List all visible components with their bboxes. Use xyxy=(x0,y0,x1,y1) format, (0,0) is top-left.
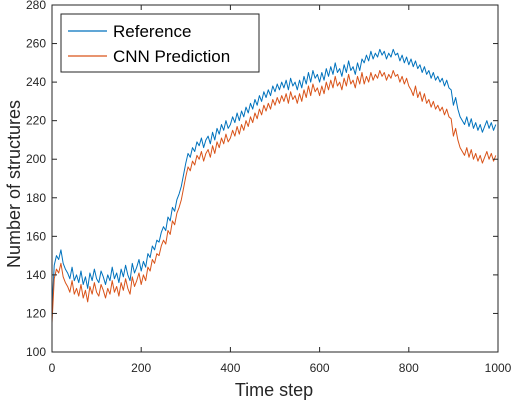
x-tick-label: 800 xyxy=(399,361,419,375)
y-axis-title: Number of structures xyxy=(4,100,24,268)
x-tick-label: 600 xyxy=(310,361,330,375)
series-line-reference xyxy=(51,48,497,310)
y-tick-label: 260 xyxy=(26,37,46,51)
series-line-cnn-prediction xyxy=(51,70,497,324)
y-tick-label: 140 xyxy=(26,268,46,282)
x-tick-label: 0 xyxy=(49,361,56,375)
y-tick-label: 220 xyxy=(26,114,46,128)
axes: 0 200 400 600 800 1000 100 120 140 160 180 200 220 24… xyxy=(26,0,512,375)
legend: Reference CNN Prediction xyxy=(60,13,260,73)
legend-box xyxy=(60,13,260,73)
y-tick-label: 180 xyxy=(26,191,46,205)
plot-area xyxy=(51,48,497,324)
x-axis-title: Time step xyxy=(235,380,313,400)
y-tick-label: 100 xyxy=(26,345,46,359)
y-tick-label: 120 xyxy=(26,306,46,320)
axes-box xyxy=(51,4,499,353)
legend-label-cnn-prediction: CNN Prediction xyxy=(113,47,230,66)
legend-label-reference: Reference xyxy=(113,22,191,41)
x-tick-label: 400 xyxy=(220,361,240,375)
y-tick-label: 160 xyxy=(26,229,46,243)
x-tick-label: 1000 xyxy=(485,361,512,375)
y-tick-label: 200 xyxy=(26,152,46,166)
y-tick-label: 240 xyxy=(26,75,46,89)
y-tick-label: 280 xyxy=(26,0,46,12)
x-tick-label: 200 xyxy=(131,361,151,375)
